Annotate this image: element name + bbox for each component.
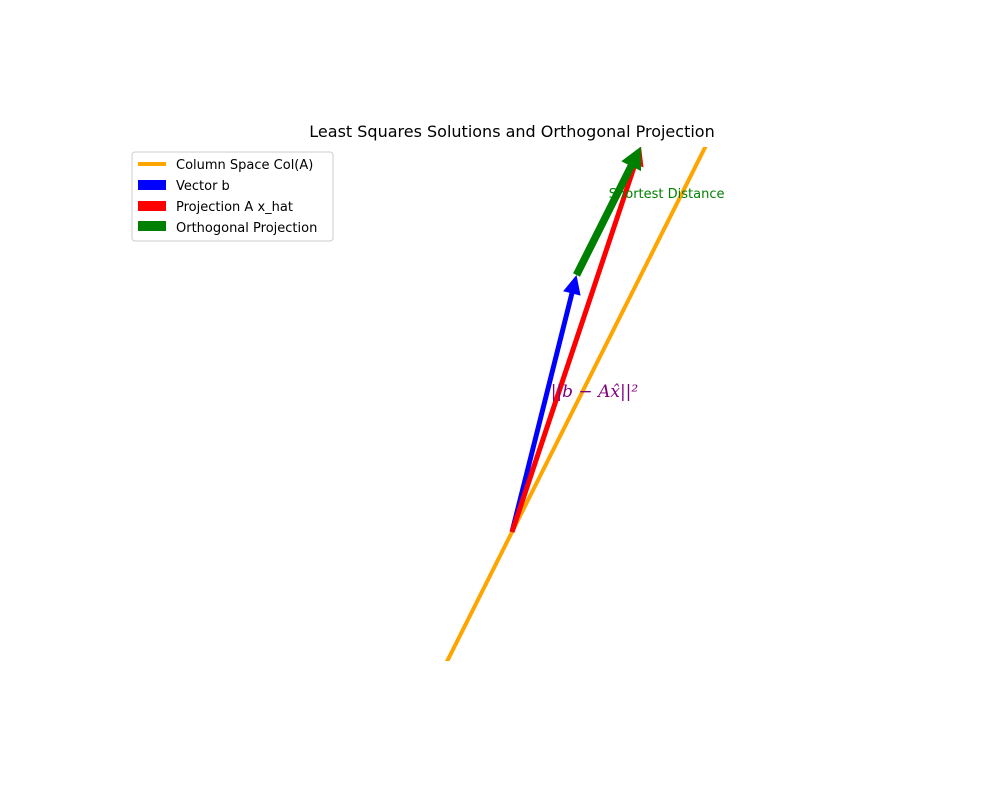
vector-layer — [509, 147, 644, 533]
vector-arrow-0 — [509, 275, 581, 533]
legend-swatch-projection — [138, 201, 166, 211]
vector-arrow-1 — [509, 147, 644, 533]
chart-title: Least Squares Solutions and Orthogonal P… — [309, 122, 714, 141]
column-space-line — [445, 147, 708, 661]
legend-label-orthogonal-projection: Orthogonal Projection — [176, 221, 317, 236]
vector-arrow-2 — [573, 147, 641, 277]
legend-label-column-space: Column Space Col(A) — [176, 158, 313, 173]
legend-swatch-vector-b — [138, 180, 166, 190]
plot-area — [445, 147, 708, 661]
legend: Column Space Col(A) Vector b Projection … — [131, 151, 334, 242]
shortest-distance-annotation: Shortest Distance — [609, 187, 725, 202]
legend-label-projection: Projection A x_hat — [176, 200, 293, 215]
legend-frame — [131, 151, 334, 242]
squared-norm-annotation: ||b − Ax̂||² — [551, 382, 639, 402]
legend-label-vector-b: Vector b — [176, 179, 230, 194]
legend-swatch-orthogonal-projection — [138, 221, 166, 231]
